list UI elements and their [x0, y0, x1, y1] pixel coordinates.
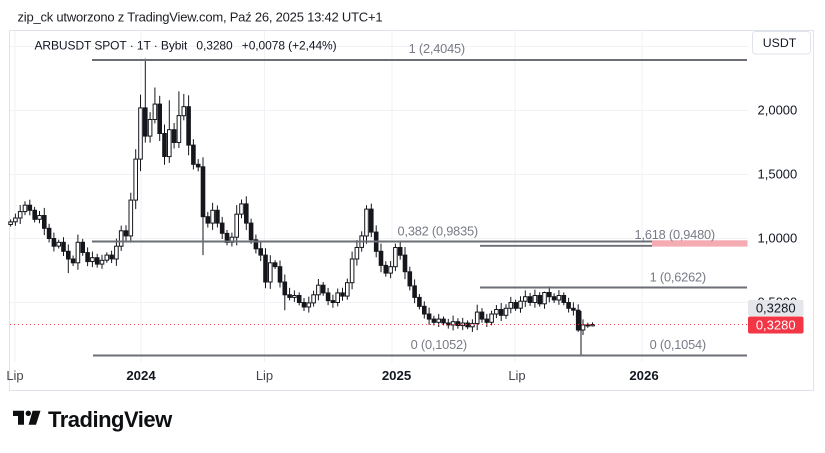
svg-text:2024: 2024 [126, 368, 156, 383]
svg-text:2,0000: 2,0000 [758, 103, 798, 118]
svg-text:0,382 (0,9835): 0,382 (0,9835) [398, 224, 478, 239]
svg-text:1 (2,4045): 1 (2,4045) [409, 41, 465, 56]
svg-text:0,3280: 0,3280 [756, 300, 796, 315]
svg-text:TradingView: TradingView [48, 407, 173, 432]
svg-text:2025: 2025 [382, 368, 411, 383]
svg-text:ARBUSDT SPOT · 1T · Bybit 0,3: ARBUSDT SPOT · 1T · Bybit 0,3280 +0,0078… [35, 39, 337, 53]
svg-text:1,618 (0,9480): 1,618 (0,9480) [635, 227, 715, 242]
svg-text:2026: 2026 [629, 368, 658, 383]
svg-text:zip_ck utworzono z TradingView: zip_ck utworzono z TradingView.com, Paź … [18, 10, 383, 25]
svg-text:USDT: USDT [763, 36, 797, 50]
svg-text:Lip: Lip [256, 368, 273, 383]
svg-text:0,3280: 0,3280 [756, 318, 796, 333]
svg-text:1 (0,6262): 1 (0,6262) [650, 270, 706, 285]
svg-text:Lip: Lip [6, 368, 23, 383]
svg-text:Lip: Lip [508, 368, 525, 383]
svg-text:1,0000: 1,0000 [758, 231, 798, 246]
svg-text:0 (0,1052): 0 (0,1052) [411, 337, 467, 352]
svg-text:1,5000: 1,5000 [758, 167, 798, 182]
svg-text:0 (0,1054): 0 (0,1054) [650, 337, 706, 352]
